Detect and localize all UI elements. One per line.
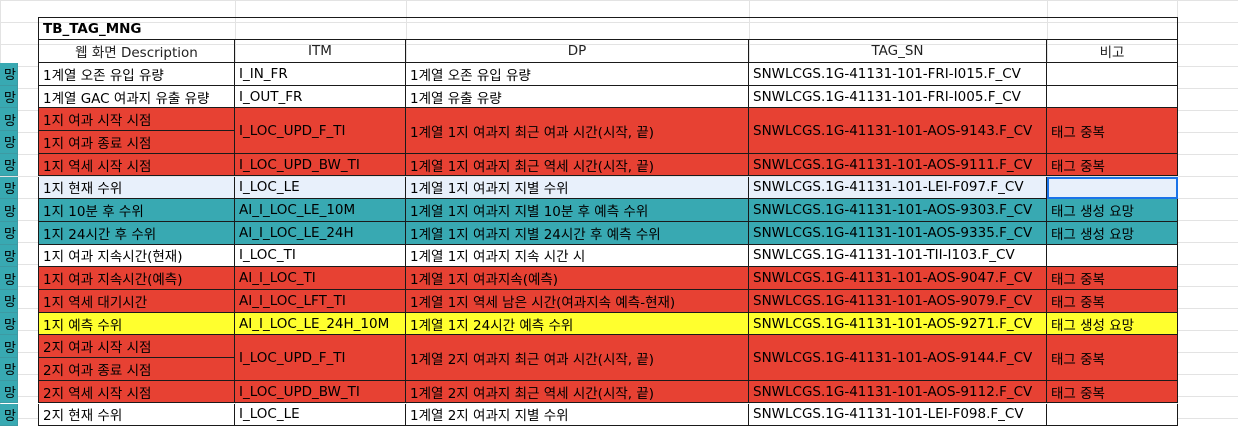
cell-description[interactable]: 2지 여과 시작 시점: [38, 335, 235, 358]
cell-itm[interactable]: AI_I_LOC_TI: [235, 267, 406, 290]
cell-itm[interactable]: AI_I_LOC_LE_10M: [235, 199, 406, 222]
cell-description[interactable]: 1지 24시간 후 수위: [38, 222, 235, 245]
left-col-cell[interactable]: 망: [0, 222, 18, 245]
cell-itm[interactable]: I_LOC_UPD_BW_TI: [235, 381, 406, 404]
cell-dp[interactable]: 1계열 1지 여과지 최근 여과 시간(시작, 끝): [406, 108, 749, 153]
cell-note[interactable]: [1047, 177, 1178, 200]
cell-dp[interactable]: 1계열 2지 여과지 최근 역세 시간(시작, 끝): [406, 381, 749, 404]
header-dp[interactable]: DP: [406, 40, 749, 63]
cell-itm[interactable]: I_LOC_LE: [235, 404, 406, 426]
cell-dp[interactable]: 1계열 1지 여과지 지별 수위: [406, 177, 749, 200]
cell-tag-sn[interactable]: SNWLCGS.1G-41131-101-FRI-I005.F_CV: [749, 86, 1047, 109]
cell-description[interactable]: 1지 10분 후 수위: [38, 199, 235, 222]
cell-itm[interactable]: I_LOC_LE: [235, 177, 406, 200]
left-col-cell[interactable]: 망: [0, 108, 18, 131]
cell-tag-sn[interactable]: SNWLCGS.1G-41131-101-AOS-9079.F_CV: [749, 290, 1047, 313]
left-col-cell[interactable]: 망: [0, 358, 18, 381]
left-col-cell[interactable]: 망: [0, 381, 18, 404]
cell-note[interactable]: 태그 중복: [1047, 381, 1178, 404]
cell-itm[interactable]: AI_I_LOC_LE_24H_10M: [235, 313, 406, 336]
cell-itm[interactable]: I_LOC_UPD_F_TI: [235, 108, 406, 153]
cell-note[interactable]: 태그 중복: [1047, 290, 1178, 313]
cell-note[interactable]: 태그 생성 요망: [1047, 199, 1178, 222]
left-col-cell[interactable]: 망: [0, 267, 18, 290]
cell-dp[interactable]: 1계열 2지 여과지 지별 수위: [406, 404, 749, 426]
cell-note[interactable]: 태그 중복: [1047, 154, 1178, 177]
cell-description[interactable]: 1지 여과 종료 시점: [38, 131, 235, 154]
cell-tag-sn[interactable]: SNWLCGS.1G-41131-101-AOS-9335.F_CV: [749, 222, 1047, 245]
cell-tag-sn[interactable]: SNWLCGS.1G-41131-101-AOS-9271.F_CV: [749, 313, 1047, 336]
cell-note[interactable]: [1047, 86, 1178, 109]
header-note[interactable]: 비고: [1047, 40, 1178, 63]
cell-dp[interactable]: 1계열 유출 유량: [406, 86, 749, 109]
left-col-cell[interactable]: 망: [0, 131, 18, 154]
cell-dp[interactable]: 1계열 1지 24시간 예측 수위: [406, 313, 749, 336]
cell-itm[interactable]: I_IN_FR: [235, 63, 406, 86]
cell-itm[interactable]: I_LOC_UPD_F_TI: [235, 335, 406, 380]
cell-itm[interactable]: AI_I_LOC_LFT_TI: [235, 290, 406, 313]
cell-tag-sn[interactable]: SNWLCGS.1G-41131-101-TII-I103.F_CV: [749, 245, 1047, 268]
cell-tag-sn[interactable]: SNWLCGS.1G-41131-101-AOS-9303.F_CV: [749, 199, 1047, 222]
cell-description[interactable]: 1지 여과 지속시간(현재): [38, 245, 235, 268]
header-description[interactable]: 웹 화면 Description: [38, 40, 235, 63]
left-col-cell[interactable]: 망: [0, 335, 18, 358]
cell-note[interactable]: 태그 중복: [1047, 267, 1178, 290]
cell-itm[interactable]: AI_I_LOC_LE_24H: [235, 222, 406, 245]
left-col-cell[interactable]: 망: [0, 177, 18, 200]
cell-tag-sn[interactable]: SNWLCGS.1G-41131-101-AOS-9144.F_CV: [749, 335, 1047, 380]
cell-dp[interactable]: 1계열 1지 여과지 지별 10분 후 예측 수위: [406, 199, 749, 222]
left-col-cell[interactable]: 망: [0, 199, 18, 222]
cell-note[interactable]: [1047, 245, 1178, 268]
table-title[interactable]: TB_TAG_MNG: [38, 17, 1178, 40]
cell-itm[interactable]: I_LOC_UPD_BW_TI: [235, 154, 406, 177]
cell-dp[interactable]: 1계열 1지 여과지 지별 24시간 후 예측 수위: [406, 222, 749, 245]
cell-description[interactable]: 2지 역세 시작 시점: [38, 381, 235, 404]
cell-description[interactable]: 1계열 GAC 여과지 유출 유량: [38, 86, 235, 109]
cell-description[interactable]: 1지 현재 수위: [38, 177, 235, 200]
cell-note[interactable]: [1047, 63, 1178, 86]
cell-description[interactable]: 1지 역세 시작 시점: [38, 154, 235, 177]
cell-dp[interactable]: 1계열 2지 여과지 최근 여과 시간(시작, 끝): [406, 335, 749, 380]
left-col-cell[interactable]: 망: [0, 313, 18, 336]
cell-description[interactable]: 2지 여과 종료 시점: [38, 358, 235, 381]
cell-tag-sn[interactable]: SNWLCGS.1G-41131-101-AOS-9111.F_CV: [749, 154, 1047, 177]
cell-itm[interactable]: I_LOC_TI: [235, 245, 406, 268]
cell-description[interactable]: 1계열 오존 유입 유량: [38, 63, 235, 86]
cell-description[interactable]: 1지 역세 대기시간: [38, 290, 235, 313]
cell-note[interactable]: 태그 생성 요망: [1047, 222, 1178, 245]
cell-itm[interactable]: I_OUT_FR: [235, 86, 406, 109]
cell-tag-sn[interactable]: SNWLCGS.1G-41131-101-LEI-F098.F_CV: [749, 404, 1047, 426]
left-col-cell[interactable]: 망: [0, 86, 18, 109]
cell-note[interactable]: 태그 중복: [1047, 335, 1178, 380]
cell-dp[interactable]: 1계열 오존 유입 유량: [406, 63, 749, 86]
cell-description[interactable]: 1지 예측 수위: [38, 313, 235, 336]
cell-dp[interactable]: 1계열 1지 역세 남은 시간(여과지속 예측-현재): [406, 290, 749, 313]
left-col-cell[interactable]: 망: [0, 63, 18, 86]
left-col-cell[interactable]: 망: [0, 154, 18, 177]
header-tag-sn[interactable]: TAG_SN: [749, 40, 1047, 63]
cell-description[interactable]: 2지 현재 수위: [38, 404, 235, 426]
cell-dp[interactable]: 1계열 1지 여과지속(예측): [406, 267, 749, 290]
left-col-cell[interactable]: 망: [0, 404, 18, 426]
left-col-cell[interactable]: 망: [0, 290, 18, 313]
cell-tag-sn[interactable]: SNWLCGS.1G-41131-101-AOS-9143.F_CV: [749, 108, 1047, 153]
left-col-cell[interactable]: 망: [0, 245, 18, 268]
cell-note[interactable]: [1047, 404, 1178, 426]
cell-dp[interactable]: 1계열 1지 여과지 최근 역세 시간(시작, 끝): [406, 154, 749, 177]
cell-tag-sn[interactable]: SNWLCGS.1G-41131-101-FRI-I015.F_CV: [749, 63, 1047, 86]
cell-dp[interactable]: 1계열 1지 여과지 지속 시간 시: [406, 245, 749, 268]
cell-tag-sn[interactable]: SNWLCGS.1G-41131-101-AOS-9047.F_CV: [749, 267, 1047, 290]
cell-tag-sn[interactable]: SNWLCGS.1G-41131-101-AOS-9112.F_CV: [749, 381, 1047, 404]
cell-description[interactable]: 1지 여과 시작 시점: [38, 108, 235, 131]
cell-note[interactable]: 태그 중복: [1047, 108, 1178, 153]
cell-note[interactable]: 태그 생성 요망: [1047, 313, 1178, 336]
header-itm[interactable]: ITM: [235, 40, 406, 63]
cell-description[interactable]: 1지 여과 지속시간(예측): [38, 267, 235, 290]
cell-tag-sn[interactable]: SNWLCGS.1G-41131-101-LEI-F097.F_CV: [749, 177, 1047, 200]
